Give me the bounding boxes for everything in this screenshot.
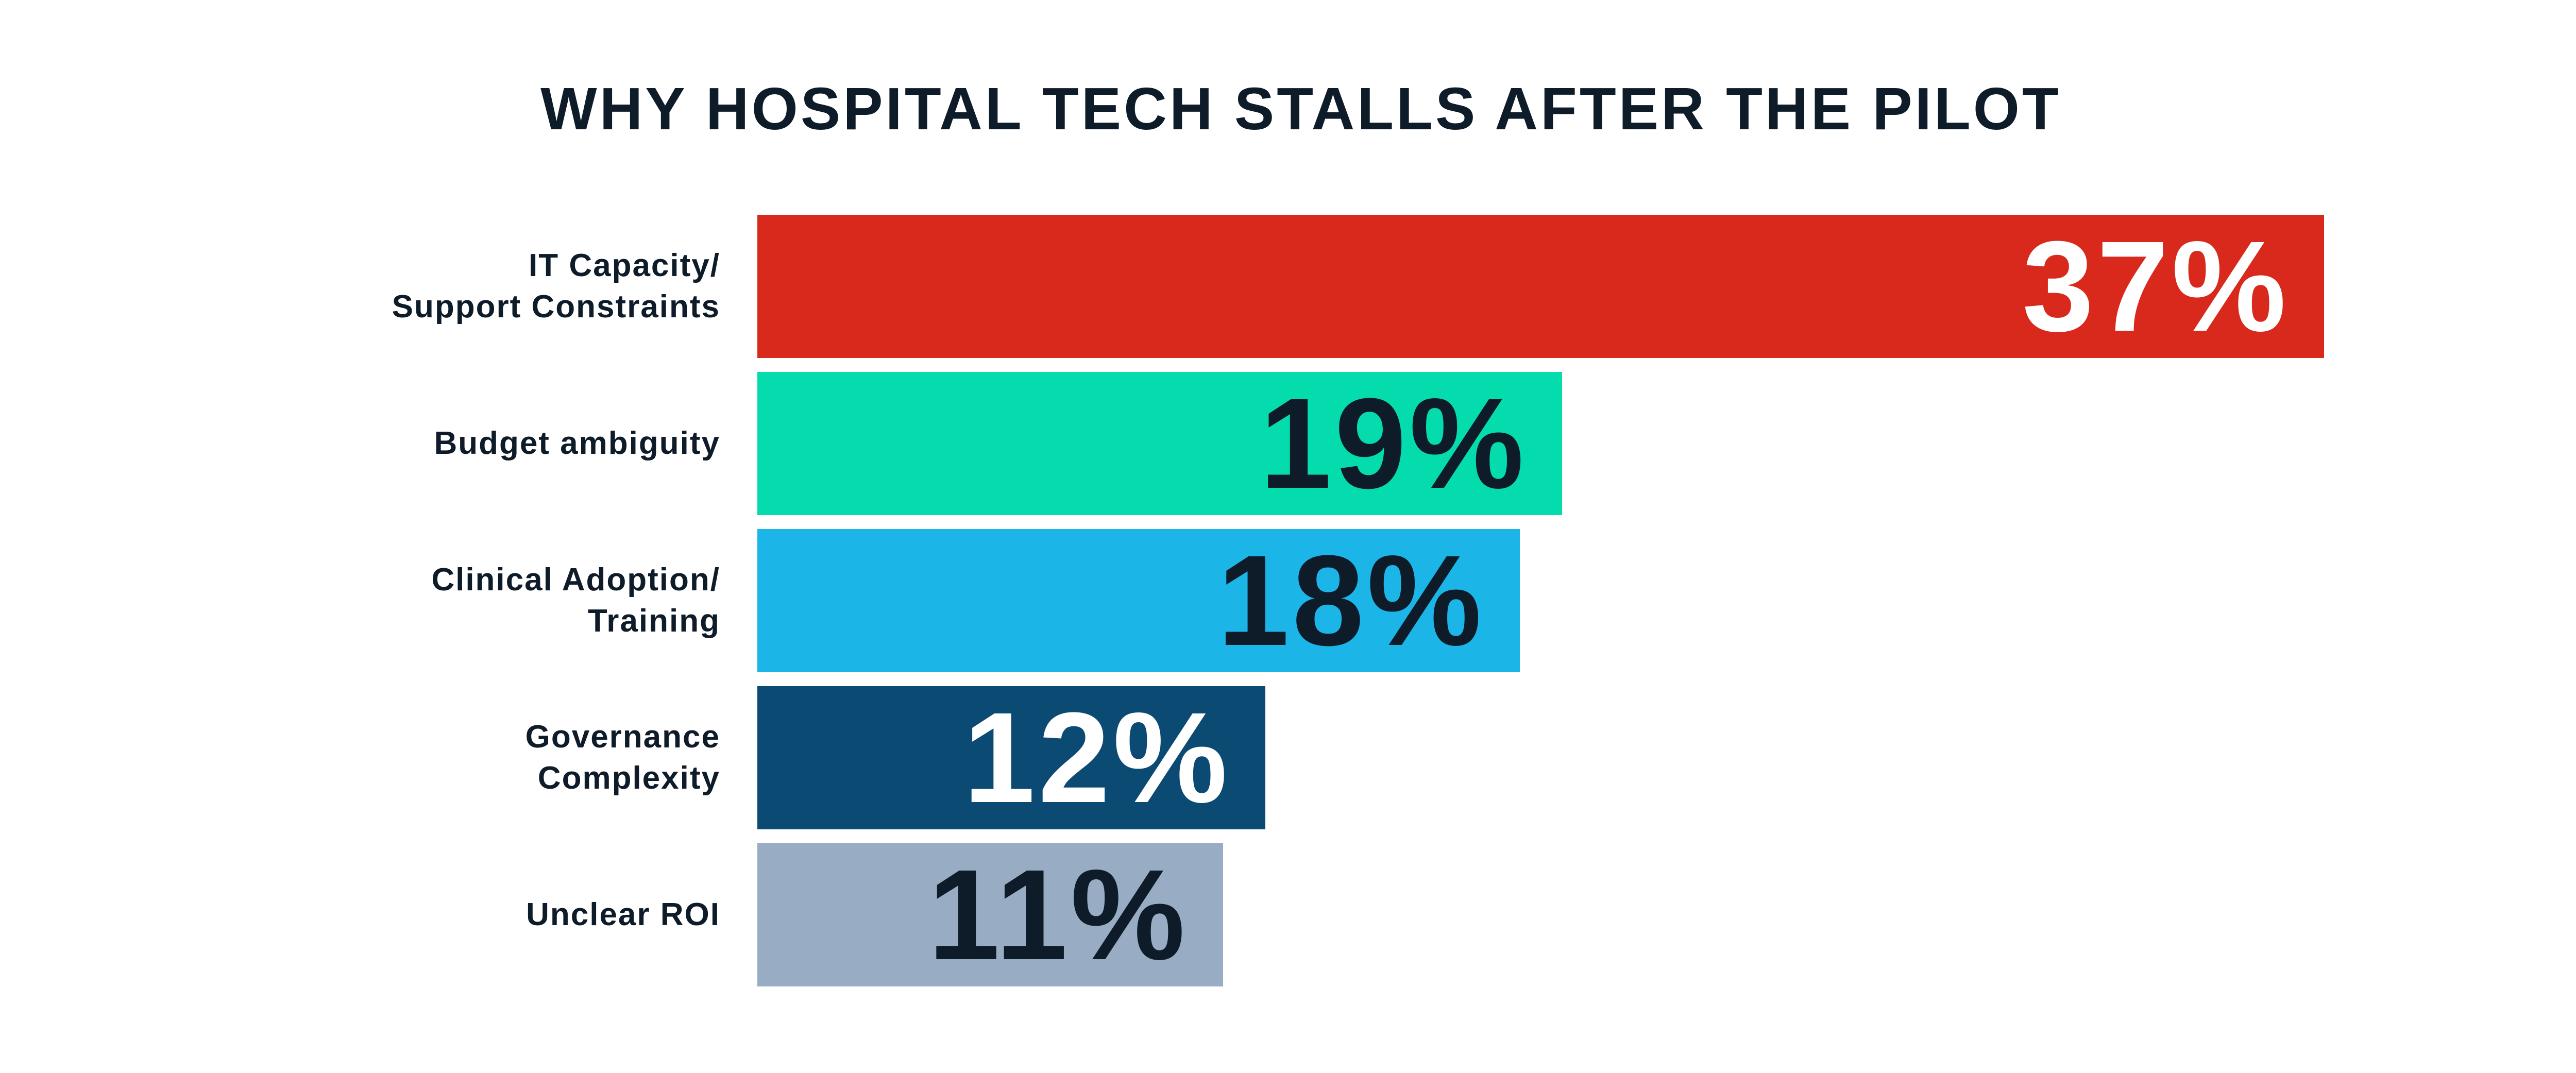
category-label-line: Budget ambiguity xyxy=(434,425,720,461)
bar-row-unclear-roi: Unclear ROI 11% xyxy=(0,843,2576,986)
category-label: Budget ambiguity xyxy=(0,423,720,464)
bar-value-label: 18% xyxy=(1217,529,1485,672)
category-label-line: Clinical Adoption/ xyxy=(431,562,720,598)
bar-unclear-roi: 11% xyxy=(757,843,1224,986)
bar-it-capacity-support-constraints: 37% xyxy=(757,214,2325,358)
bar-clinical-adoption-training: 18% xyxy=(757,529,1520,672)
category-label-line: Training xyxy=(587,603,720,639)
category-label-line: Governance xyxy=(525,719,720,755)
bar-row-it-capacity-support-constraints: IT Capacity/Support Constraints 37% xyxy=(0,215,2576,358)
category-label: Clinical Adoption/Training xyxy=(0,559,720,642)
category-label-line: Complexity xyxy=(537,760,720,796)
bar-row-budget-ambiguity: Budget ambiguity 19% xyxy=(0,372,2576,515)
bar-row-clinical-adoption-training: Clinical Adoption/Training 18% xyxy=(0,529,2576,672)
category-label-line: Unclear ROI xyxy=(526,897,720,932)
chart-title: WHY HOSPITAL TECH STALLS AFTER THE PILOT xyxy=(540,75,2061,142)
category-label: IT Capacity/Support Constraints xyxy=(0,245,720,328)
bar-value-label: 11% xyxy=(928,843,1189,986)
bar-row-governance-complexity: Governance Complexity 12% xyxy=(0,686,2576,829)
bar-chart: IT Capacity/Support Constraints 37% Budget… xyxy=(0,215,2576,1000)
category-label-line: Support Constraints xyxy=(392,289,720,325)
bar-value-label: 19% xyxy=(1260,371,1527,515)
bar-value-label: 12% xyxy=(963,686,1231,829)
bar-value-label: 37% xyxy=(2022,214,2290,358)
bar-budget-ambiguity: 19% xyxy=(757,372,1562,515)
category-label: Governance Complexity xyxy=(0,717,720,799)
category-label: Unclear ROI xyxy=(0,894,720,935)
bar-governance-complexity: 12% xyxy=(757,686,1266,829)
category-label-line: IT Capacity/ xyxy=(529,248,720,283)
